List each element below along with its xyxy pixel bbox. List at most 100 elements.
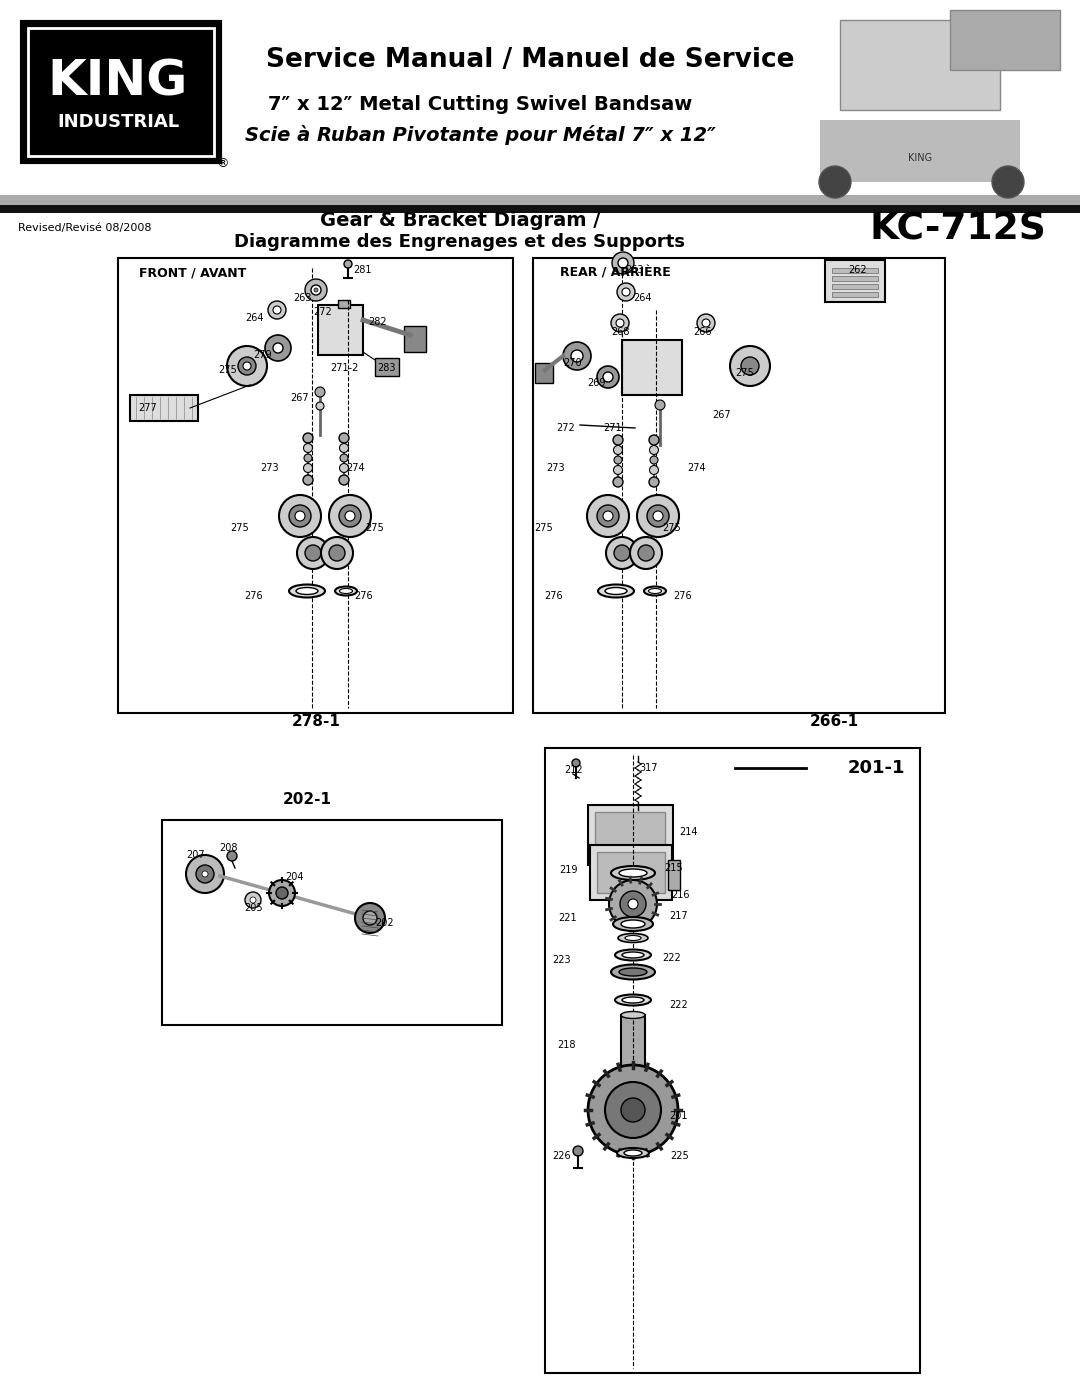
Text: 268: 268: [611, 327, 630, 337]
Circle shape: [588, 495, 629, 536]
Bar: [0, 0, 1080, 200]
Bar: [22, 22, 220, 162]
Bar: [318, 305, 363, 355]
Bar: [375, 358, 399, 376]
Text: 273: 273: [260, 462, 280, 474]
Text: 275: 275: [218, 365, 238, 374]
Circle shape: [638, 545, 654, 562]
Circle shape: [653, 511, 663, 521]
Bar: [832, 292, 878, 298]
Text: 214: 214: [678, 827, 698, 837]
Text: 264: 264: [246, 313, 265, 323]
Text: 222: 222: [663, 953, 681, 963]
Circle shape: [329, 545, 345, 562]
Text: 207: 207: [187, 849, 205, 861]
Bar: [28, 28, 214, 156]
Bar: [588, 805, 673, 865]
Circle shape: [339, 504, 361, 527]
Text: 276: 276: [245, 591, 264, 601]
Text: KC-712S: KC-712S: [869, 211, 1047, 247]
Circle shape: [311, 285, 321, 295]
Circle shape: [195, 865, 214, 883]
Circle shape: [615, 455, 622, 464]
Text: 281: 281: [353, 265, 372, 275]
Circle shape: [265, 335, 291, 360]
Text: 279: 279: [254, 351, 272, 360]
Circle shape: [611, 314, 629, 332]
Circle shape: [606, 536, 638, 569]
Circle shape: [697, 314, 715, 332]
Circle shape: [613, 446, 622, 454]
Circle shape: [269, 880, 295, 907]
Bar: [130, 395, 198, 420]
Bar: [720, 8, 1065, 193]
Text: 274: 274: [347, 462, 365, 474]
Ellipse shape: [625, 936, 642, 940]
Circle shape: [305, 279, 327, 300]
Ellipse shape: [339, 588, 352, 594]
Text: 270: 270: [564, 358, 582, 367]
Ellipse shape: [335, 587, 357, 595]
Text: Diagramme des Engrenages et des Supports: Diagramme des Engrenages et des Supports: [234, 233, 686, 251]
Bar: [622, 339, 681, 395]
Bar: [118, 258, 513, 712]
Ellipse shape: [611, 964, 654, 979]
Circle shape: [605, 1083, 661, 1139]
Text: 271: 271: [604, 423, 622, 433]
Ellipse shape: [615, 995, 651, 1006]
Text: 263: 263: [293, 293, 311, 303]
Circle shape: [303, 433, 313, 443]
Circle shape: [227, 851, 237, 861]
Circle shape: [613, 476, 623, 488]
Text: 269: 269: [588, 379, 606, 388]
Bar: [338, 300, 350, 307]
Text: 217: 217: [670, 911, 688, 921]
Text: 215: 215: [664, 863, 684, 873]
Circle shape: [613, 434, 623, 446]
Bar: [669, 861, 680, 890]
Ellipse shape: [296, 588, 318, 595]
Text: 275: 275: [231, 522, 249, 534]
Text: 275: 275: [663, 522, 681, 534]
Text: Revised/Revisé 08/2008: Revised/Revisé 08/2008: [18, 224, 152, 233]
Bar: [832, 284, 878, 289]
Text: 267: 267: [713, 409, 731, 420]
Bar: [820, 120, 1020, 182]
Text: 208: 208: [219, 842, 238, 854]
Bar: [545, 747, 920, 1373]
Ellipse shape: [615, 950, 651, 961]
Circle shape: [597, 366, 619, 388]
Text: FRONT / AVANT: FRONT / AVANT: [139, 267, 246, 279]
Circle shape: [289, 504, 311, 527]
Text: Scie à Ruban Pivotante pour Métal 7″ x 12″: Scie à Ruban Pivotante pour Métal 7″ x 1…: [244, 124, 715, 145]
Circle shape: [563, 342, 591, 370]
Text: 317: 317: [639, 763, 658, 773]
Circle shape: [363, 911, 377, 925]
Text: 274: 274: [688, 462, 706, 474]
Circle shape: [297, 536, 329, 569]
Text: INDUSTRIAL: INDUSTRIAL: [57, 113, 179, 131]
Circle shape: [202, 870, 208, 877]
Circle shape: [650, 455, 658, 464]
Bar: [534, 258, 945, 712]
Circle shape: [345, 511, 355, 521]
Circle shape: [339, 443, 349, 453]
Text: 216: 216: [672, 890, 690, 900]
Circle shape: [227, 346, 267, 386]
Circle shape: [613, 465, 622, 475]
Text: 223: 223: [553, 956, 571, 965]
Circle shape: [620, 891, 646, 916]
Circle shape: [702, 319, 710, 327]
Text: 273: 273: [546, 462, 565, 474]
Circle shape: [339, 464, 349, 472]
Bar: [595, 812, 665, 858]
Text: 219: 219: [558, 865, 577, 875]
Text: 275: 275: [535, 522, 553, 534]
Circle shape: [627, 900, 638, 909]
Text: 202-1: 202-1: [283, 792, 332, 807]
Ellipse shape: [618, 933, 648, 943]
Circle shape: [316, 402, 324, 409]
Bar: [825, 260, 885, 302]
Circle shape: [329, 495, 372, 536]
Text: 264: 264: [634, 293, 652, 303]
